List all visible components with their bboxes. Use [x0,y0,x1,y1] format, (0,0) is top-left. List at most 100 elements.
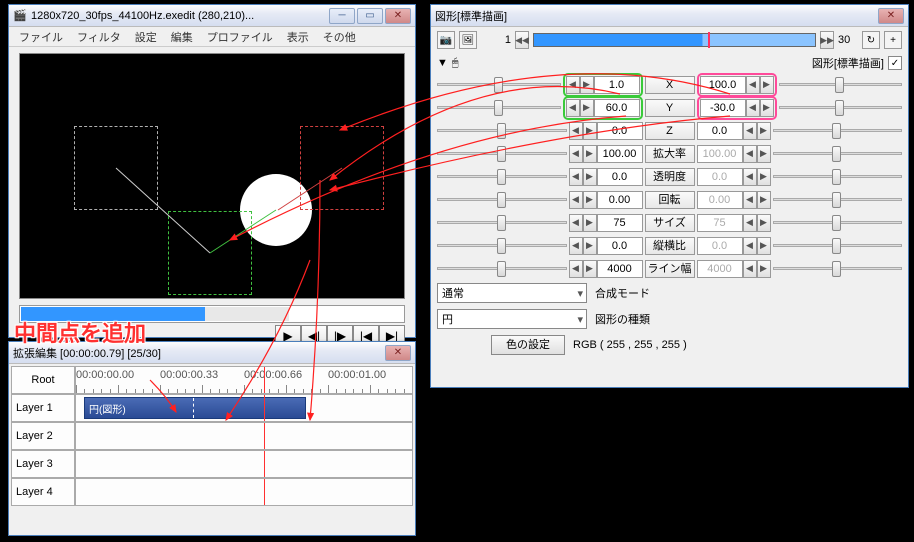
layer-name[interactable]: Layer 3 [11,450,75,478]
prop-label[interactable]: Z [645,122,695,140]
layer-name[interactable]: Layer 1 [11,394,75,422]
step-right[interactable]: ▶ [580,76,594,94]
step-right[interactable]: ▶ [583,214,597,232]
slider-right[interactable] [779,76,903,94]
value-right[interactable]: 4000 [697,260,743,278]
step-left[interactable]: ◀ [566,99,580,117]
step-left[interactable]: ◀ [569,191,583,209]
layer-track[interactable]: 円(図形) [75,394,413,422]
layer-name[interactable]: Layer 2 [11,422,75,450]
slider-right[interactable] [779,99,903,117]
frame-bar[interactable] [533,33,816,47]
slider-left[interactable] [437,191,567,209]
value-left[interactable]: 75 [597,214,643,232]
slider-left[interactable] [437,76,561,94]
camera-icon[interactable]: 📷 [437,31,455,49]
close-button[interactable]: ✕ [385,8,411,24]
step-left[interactable]: ◀ [569,260,583,278]
step-right[interactable]: ▶ [583,237,597,255]
value-right[interactable]: 100.00 [697,145,743,163]
step-right[interactable]: ▶ [757,191,771,209]
refresh-icon[interactable]: ↻ [862,31,880,49]
step-right[interactable]: ▶ [757,214,771,232]
slider-left[interactable] [437,168,567,186]
step-right[interactable]: ▶ [583,145,597,163]
value-right[interactable]: 100.0 [700,76,746,94]
slider-right[interactable] [773,214,903,232]
slider-left[interactable] [437,145,567,163]
step-right[interactable]: ▶ [757,122,771,140]
step-right[interactable]: ▶ [583,122,597,140]
step-left[interactable]: ◀ [569,214,583,232]
minimize-button[interactable]: ─ [329,8,355,24]
step-left[interactable]: ◀ [569,145,583,163]
value-left[interactable]: 0.00 [597,191,643,209]
image-icon[interactable]: 🖼 [459,31,477,49]
shape-type-combo[interactable]: 円 [437,309,587,329]
menu-file[interactable]: ファイル [13,27,69,47]
frame-first-button[interactable]: ◀◀ [515,31,529,49]
slider-right[interactable] [773,145,903,163]
step-left[interactable]: ◀ [743,214,757,232]
step-right[interactable]: ▶ [757,237,771,255]
frame-last-button[interactable]: ▶▶ [820,31,834,49]
slider-left[interactable] [437,214,567,232]
layer-track[interactable] [75,422,413,450]
timeline-ruler[interactable]: 00:00:00.0000:00:00.3300:00:00.6600:00:0… [75,366,413,394]
timeline-root[interactable]: Root [11,366,75,394]
prop-label[interactable]: 拡大率 [645,145,695,163]
timeline-layer[interactable]: Layer 4 [11,478,413,506]
timeline-close-button[interactable]: ✕ [385,345,411,361]
step-left[interactable]: ◀ [566,76,580,94]
layer-track[interactable] [75,478,413,506]
step-right[interactable]: ▶ [580,99,594,117]
slider-right[interactable] [773,260,903,278]
timeline-layer[interactable]: Layer 2 [11,422,413,450]
slider-left[interactable] [437,260,567,278]
step-left[interactable]: ◀ [743,168,757,186]
value-left[interactable]: 60.0 [594,99,640,117]
preview-area[interactable] [19,53,405,299]
step-left[interactable]: ◀ [743,122,757,140]
value-right[interactable]: 0.00 [697,191,743,209]
color-button[interactable]: 色の設定 [491,335,565,355]
menu-profile[interactable]: プロファイル [201,27,279,47]
step-right[interactable]: ▶ [583,168,597,186]
prop-label[interactable]: 透明度 [645,168,695,186]
expand-icon[interactable]: ▼ [437,57,448,69]
step-right[interactable]: ▶ [583,260,597,278]
value-left[interactable]: 0.0 [597,168,643,186]
property-titlebar[interactable]: 図形[標準描画] ✕ [431,5,908,27]
step-left[interactable]: ◀ [743,237,757,255]
slider-left[interactable] [437,237,567,255]
prop-label[interactable]: Y [645,99,695,117]
prop-label[interactable]: サイズ [645,214,695,232]
slider-right[interactable] [773,122,903,140]
step-right[interactable]: ▶ [757,145,771,163]
timeline-layer[interactable]: Layer 1 円(図形) [11,394,413,422]
slider-left[interactable] [437,122,567,140]
header-checkbox[interactable]: ✓ [888,56,902,70]
value-left[interactable]: 1.0 [594,76,640,94]
layer-name[interactable]: Layer 4 [11,478,75,506]
menu-other[interactable]: その他 [317,27,362,47]
value-left[interactable]: 0.0 [597,122,643,140]
prop-label[interactable]: 縦横比 [645,237,695,255]
value-left[interactable]: 0.0 [597,237,643,255]
property-close-button[interactable]: ✕ [878,8,904,24]
menu-view[interactable]: 表示 [281,27,315,47]
step-left[interactable]: ◀ [746,99,760,117]
step-left[interactable]: ◀ [569,237,583,255]
step-right[interactable]: ▶ [760,99,774,117]
value-right[interactable]: 0.0 [697,237,743,255]
main-titlebar[interactable]: 🎬 1280x720_30fps_44100Hz.exedit (280,210… [9,5,415,27]
timeline-clip[interactable]: 円(図形) [84,397,306,419]
maximize-button[interactable]: ▭ [357,8,383,24]
value-right[interactable]: 75 [697,214,743,232]
step-left[interactable]: ◀ [743,260,757,278]
step-right[interactable]: ▶ [757,168,771,186]
step-left[interactable]: ◀ [746,76,760,94]
step-right[interactable]: ▶ [583,191,597,209]
value-left[interactable]: 4000 [597,260,643,278]
value-right[interactable]: 0.0 [697,168,743,186]
